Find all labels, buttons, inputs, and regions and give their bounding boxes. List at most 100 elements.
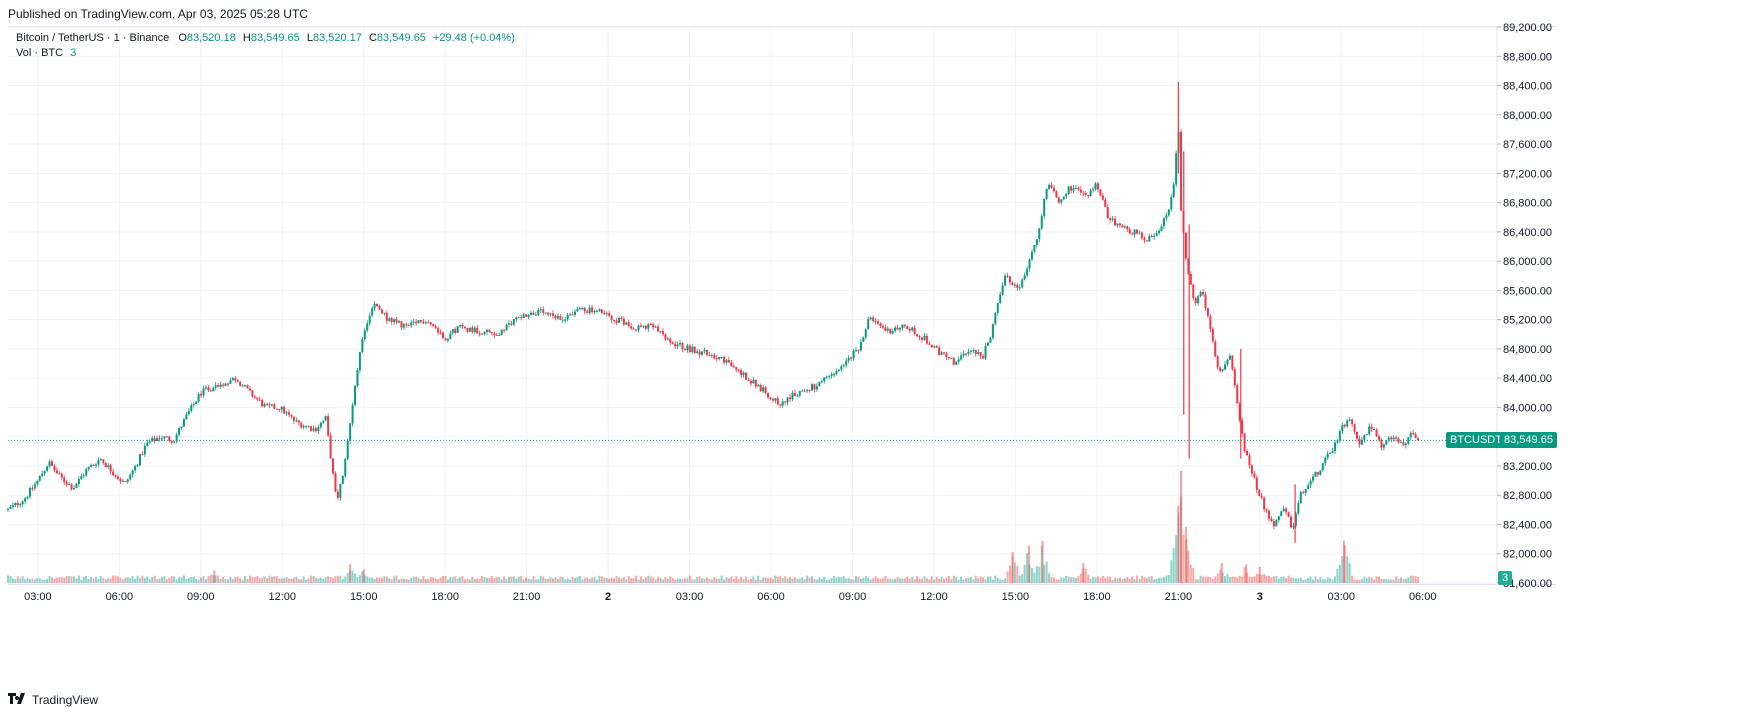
volume-bar [190,576,193,583]
volume-bar [314,577,317,583]
candle-body [275,408,278,410]
volume-bar [527,578,530,583]
candle-body [608,313,611,316]
candle-body [789,397,792,399]
candle-body [26,496,29,499]
volume-bar [31,578,34,583]
candle-body [771,398,774,401]
volume-bar [19,578,22,583]
volume-bar [517,576,520,583]
candle-body [134,466,137,471]
volume-bar [537,578,540,583]
volume-bar [393,576,396,583]
volume-bar [143,577,146,583]
candle-body [742,372,745,375]
volume-bar [256,576,259,583]
volume-bar [982,577,985,583]
candle-body [1316,471,1319,475]
candle-body [901,324,904,329]
candle-body [1334,442,1337,452]
candle-body [402,324,405,328]
candle-body [1304,489,1307,493]
volume-bar [903,578,906,583]
candle-body [610,315,613,321]
volume-bar [24,579,27,583]
candle-body [779,404,782,406]
candle-body [938,347,941,355]
volume-bar [964,577,967,583]
volume-bar [1138,578,1141,583]
candle-body [977,352,980,354]
volume-bar [217,575,220,583]
volume-bar [21,576,24,583]
volume-bar [1165,575,1168,583]
volume-bar [1052,577,1055,583]
candle-body [212,387,215,392]
volume-bar [1109,576,1112,583]
price-tick-label: 87,600.00 [1503,139,1552,151]
volume-bar [1153,579,1156,583]
candle-body [996,303,999,314]
candle-body [877,321,880,324]
candle-body [1380,439,1383,448]
candle-body [485,329,488,332]
volume-bar [569,579,572,583]
candle-body [708,354,711,356]
price-tick-label: 86,000.00 [1503,256,1552,268]
candle-body [302,425,305,428]
candle-body [1324,457,1327,464]
candle-body [979,352,982,357]
volume-bar [180,577,183,583]
volume-bar [1377,576,1380,583]
volume-bar [329,576,332,583]
candle-body [202,388,205,396]
tradingview-brand[interactable]: TradingView [8,693,98,707]
volume-bar [214,575,217,583]
volume-bar [813,579,816,583]
volume-bar [1407,577,1410,583]
volume-bar [571,577,574,583]
volume-bar [742,579,745,583]
candle-body [529,312,532,315]
candle-body [192,404,195,406]
candle-body [862,337,865,342]
volume-bar [842,575,845,583]
candle-body [270,404,273,406]
candle-body [1004,275,1007,286]
candle-body [867,319,870,330]
volume-bar [239,578,242,583]
volume-bar [1114,577,1117,583]
volume-bar [862,577,865,583]
candle-body [644,325,647,329]
candle-body [793,392,796,396]
volume-bar [891,579,894,583]
volume-bar [654,579,657,583]
candle-body [273,404,276,409]
volume-bar [852,579,855,583]
volume-bar [820,579,823,583]
volume-bar [168,577,171,583]
candle-body [1414,434,1417,439]
candle-body [483,331,486,335]
volume-bar [1304,579,1307,583]
candle-body [195,401,198,405]
volume-bar [197,579,200,583]
candle-body [180,426,183,429]
volume-bar [136,575,139,583]
candle-body [99,459,102,461]
candle-body [1228,355,1231,360]
candle-body [1189,273,1192,285]
volume-bar [779,575,782,583]
candle-body [1417,438,1420,441]
volume-bar [1043,564,1046,583]
volume-bar [1175,534,1178,583]
candle-body [354,385,357,405]
candle-body [241,385,244,387]
open-label: O [178,32,187,44]
volume-bar [420,578,423,583]
volume-bar [92,578,95,583]
candle-body [1094,183,1097,190]
volume-bar [317,578,320,583]
candle-body [679,342,682,345]
